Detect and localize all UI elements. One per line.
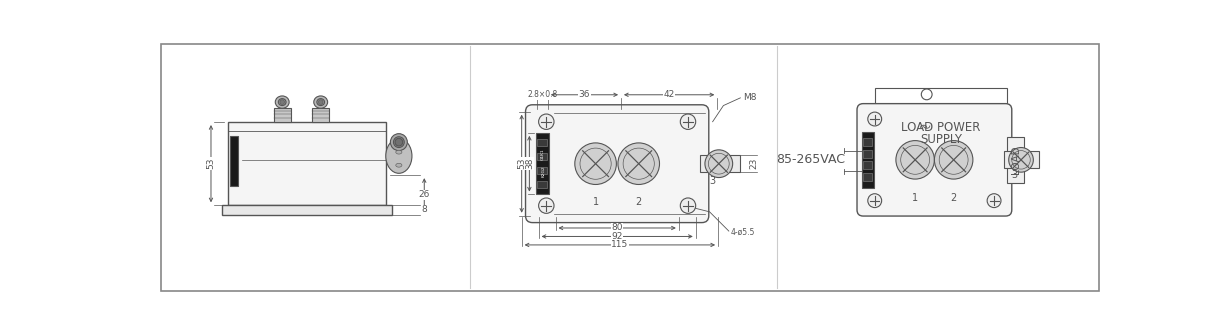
Bar xyxy=(274,108,291,122)
Circle shape xyxy=(681,114,696,129)
Ellipse shape xyxy=(313,96,328,108)
Circle shape xyxy=(705,150,732,177)
FancyBboxPatch shape xyxy=(526,105,709,222)
Bar xyxy=(537,139,547,146)
Ellipse shape xyxy=(396,150,402,154)
Text: 4-ø5.5: 4-ø5.5 xyxy=(730,227,755,236)
Ellipse shape xyxy=(278,99,286,106)
Ellipse shape xyxy=(396,163,402,167)
Text: 92: 92 xyxy=(612,232,623,241)
Text: SUPPLY: SUPPLY xyxy=(921,132,962,146)
Text: 2.8×0.8: 2.8×0.8 xyxy=(527,90,558,99)
Circle shape xyxy=(868,112,881,126)
Text: 26: 26 xyxy=(419,190,430,199)
Circle shape xyxy=(575,143,617,184)
Ellipse shape xyxy=(393,137,404,148)
Circle shape xyxy=(538,198,554,213)
Text: 42: 42 xyxy=(664,90,675,99)
Circle shape xyxy=(987,194,1000,208)
Text: 53: 53 xyxy=(206,158,215,169)
Text: 3: 3 xyxy=(709,176,715,186)
Ellipse shape xyxy=(391,134,407,151)
Text: 85-265VAC: 85-265VAC xyxy=(777,153,846,166)
Bar xyxy=(863,150,873,158)
Ellipse shape xyxy=(275,96,289,108)
Text: 38: 38 xyxy=(525,158,533,169)
Text: 1: 1 xyxy=(912,193,918,203)
Text: 80: 80 xyxy=(611,223,623,232)
Ellipse shape xyxy=(317,99,324,106)
Text: 53: 53 xyxy=(517,158,526,169)
Circle shape xyxy=(868,194,881,208)
Circle shape xyxy=(395,138,403,146)
Bar xyxy=(701,155,740,172)
Circle shape xyxy=(922,89,932,100)
Circle shape xyxy=(896,141,934,179)
Text: 115: 115 xyxy=(611,240,628,250)
Bar xyxy=(537,167,547,174)
Bar xyxy=(536,133,549,195)
Bar xyxy=(863,162,873,169)
Text: 2: 2 xyxy=(635,197,642,207)
Circle shape xyxy=(618,143,660,184)
Bar xyxy=(312,108,329,122)
Circle shape xyxy=(681,198,696,213)
Bar xyxy=(863,138,873,146)
Text: G1K1: G1K1 xyxy=(541,149,546,160)
Text: 2: 2 xyxy=(950,193,956,203)
Circle shape xyxy=(538,114,554,129)
Circle shape xyxy=(1009,148,1034,172)
Circle shape xyxy=(280,100,285,104)
Bar xyxy=(1004,151,1039,168)
Circle shape xyxy=(934,141,973,179)
Text: 8: 8 xyxy=(422,206,428,214)
Bar xyxy=(1007,137,1024,183)
Bar xyxy=(875,88,1007,214)
FancyBboxPatch shape xyxy=(857,104,1011,216)
Text: LOAD POWER: LOAD POWER xyxy=(901,121,981,134)
Bar xyxy=(537,181,547,188)
Bar xyxy=(537,153,547,160)
Text: 3: 3 xyxy=(1011,170,1018,180)
Text: 36: 36 xyxy=(579,90,590,99)
Bar xyxy=(862,132,874,188)
Text: 23: 23 xyxy=(750,158,758,169)
Circle shape xyxy=(318,100,323,104)
Text: 1: 1 xyxy=(592,197,599,207)
Text: M8: M8 xyxy=(742,93,756,102)
Bar xyxy=(230,136,238,186)
Bar xyxy=(221,205,392,214)
Text: LOAD: LOAD xyxy=(1010,146,1020,174)
Ellipse shape xyxy=(386,139,412,173)
Bar xyxy=(227,122,386,205)
Bar xyxy=(863,173,873,181)
Text: K2G2: K2G2 xyxy=(541,166,546,177)
